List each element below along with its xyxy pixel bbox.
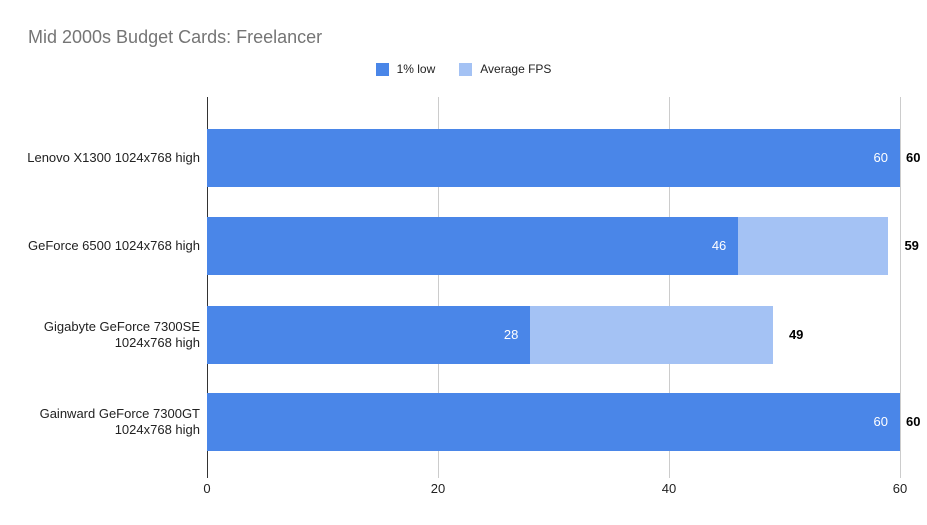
bar-annotation-average-fps: 60 [906,150,921,165]
category-label-line: Gainward GeForce 7300GT [39,406,200,421]
x-tick-label: 40 [661,481,677,496]
legend-swatch-average-fps [459,62,473,76]
category-label-line: Lenovo X1300 1024x768 high [27,150,200,165]
x-tick-label: 60 [892,481,908,496]
legend-swatch-1pct-low [375,62,389,76]
category-label-line: 1024x768 high [114,335,200,350]
bar-annotation-average-fps: 60 [906,414,921,429]
bar-value-label-1pct-low: 46 [711,238,727,253]
bar-1pct-low [207,217,739,275]
bar-annotation-average-fps: 49 [788,327,804,342]
category-label: GeForce 6500 1024x768 high [0,238,200,254]
bar-1pct-low [207,129,900,187]
legend-item-average-fps: Average FPS [459,62,551,76]
category-label: Gigabyte GeForce 7300SE 1024x768 high [0,319,200,351]
bar-value-label-1pct-low: 28 [503,327,519,342]
category-label: Lenovo X1300 1024x768 high [0,150,200,166]
gridline [438,97,439,478]
legend-label-1pct-low: 1% low [396,62,436,76]
legend: 1% low Average FPS [0,62,927,76]
legend-label-average-fps: Average FPS [480,62,552,76]
category-label-line: Gigabyte GeForce 7300SE [43,319,200,334]
y-axis-line [207,97,208,478]
category-label: Gainward GeForce 7300GT 1024x768 high [0,406,200,438]
bar-1pct-low [207,306,531,364]
category-label-line: GeForce 6500 1024x768 high [27,238,200,253]
bar-annotation-average-fps: 59 [904,238,919,253]
category-label-line: 1024x768 high [114,422,200,437]
x-tick-label: 20 [430,481,446,496]
bar-1pct-low [207,393,900,451]
x-tick-label: 0 [203,481,211,496]
gridline [900,97,901,478]
bar-value-label-1pct-low: 60 [873,150,888,165]
gridline [669,97,670,478]
bar-value-label-1pct-low: 60 [873,414,888,429]
legend-item-1pct-low: 1% low [375,62,436,76]
chart-title: Mid 2000s Budget Cards: Freelancer [28,27,323,47]
